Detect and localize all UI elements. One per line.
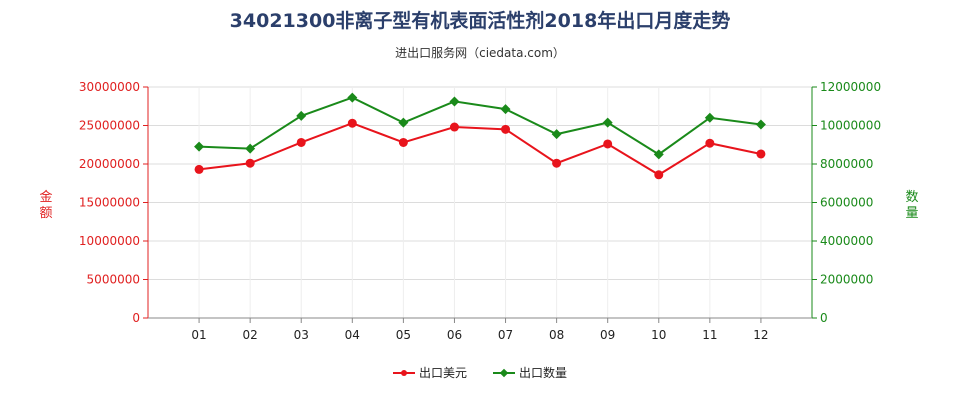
series-point-1 (551, 129, 562, 140)
y-tick-label-right: 6000000 (820, 196, 873, 210)
y-tick-label-right: 10000000 (820, 119, 881, 133)
y-axis-left-label: 金额 (39, 190, 53, 221)
x-tick-label: 05 (396, 328, 411, 342)
series-point-0 (449, 122, 459, 132)
series-point-1 (704, 112, 715, 123)
y-tick-label-left: 10000000 (79, 234, 140, 248)
x-tick-label: 04 (345, 328, 360, 342)
series-point-1 (449, 96, 460, 107)
series-point-0 (296, 137, 306, 147)
y-tick-label-right: 12000000 (820, 80, 881, 94)
series-point-0 (501, 124, 511, 134)
series-point-1 (194, 141, 205, 152)
legend-swatch-export-quantity (493, 368, 515, 378)
legend-label-export-quantity: 出口数量 (519, 366, 568, 380)
series-point-0 (705, 138, 715, 148)
x-tick-label: 12 (753, 328, 768, 342)
x-tick-label: 09 (600, 328, 615, 342)
chart-subtitle: 进出口服务网（ciedata.com） (395, 46, 565, 60)
y-tick-label-right: 0 (820, 311, 828, 325)
x-tick-label: 11 (702, 328, 717, 342)
y-tick-label-left: 20000000 (79, 157, 140, 171)
y-tick-label-left: 0 (132, 311, 140, 325)
legend: 出口美元 出口数量 (0, 364, 960, 381)
y-tick-label-right: 8000000 (820, 157, 873, 171)
series-point-1 (500, 104, 511, 115)
series-line-0 (198, 122, 762, 176)
series-point-1 (245, 143, 256, 154)
y-tick-label-left: 30000000 (79, 80, 140, 94)
y-tick-label-right: 2000000 (820, 273, 873, 287)
x-tick-label: 03 (294, 328, 309, 342)
series-point-1 (755, 119, 766, 130)
series-point-0 (603, 139, 613, 149)
legend-swatch-export-usd (392, 368, 415, 378)
x-tick-label: 08 (549, 328, 564, 342)
chart-title: 34021300非离子型有机表面活性剂2018年出口月度走势 (229, 10, 731, 32)
y-tick-label-right: 4000000 (820, 234, 873, 248)
series-point-0 (347, 118, 357, 128)
series-point-0 (654, 170, 664, 180)
y-tick-label-left: 5000000 (87, 273, 140, 287)
series-point-1 (347, 92, 358, 103)
legend-item-export-usd[interactable]: 出口美元 (392, 364, 467, 381)
series-point-0 (245, 158, 255, 168)
series-point-0 (552, 158, 562, 168)
x-tick-label: 07 (498, 328, 513, 342)
x-tick-label: 06 (447, 328, 462, 342)
x-tick-label: 01 (191, 328, 206, 342)
x-tick-label: 02 (243, 328, 258, 342)
series-point-1 (296, 110, 307, 121)
series-point-1 (653, 149, 664, 160)
x-tick-label: 10 (651, 328, 666, 342)
series-point-0 (756, 149, 766, 159)
series-point-0 (398, 137, 408, 147)
y-tick-label-left: 15000000 (79, 196, 140, 210)
legend-item-export-quantity[interactable]: 出口数量 (493, 364, 567, 381)
series-point-1 (602, 117, 613, 128)
series-point-0 (194, 164, 204, 174)
series-line-1 (199, 96, 762, 156)
legend-label-export-usd: 出口美元 (418, 366, 467, 380)
y-axis-right-label: 数量 (905, 190, 919, 221)
y-tick-label-left: 25000000 (79, 119, 140, 133)
series-point-1 (398, 117, 409, 128)
